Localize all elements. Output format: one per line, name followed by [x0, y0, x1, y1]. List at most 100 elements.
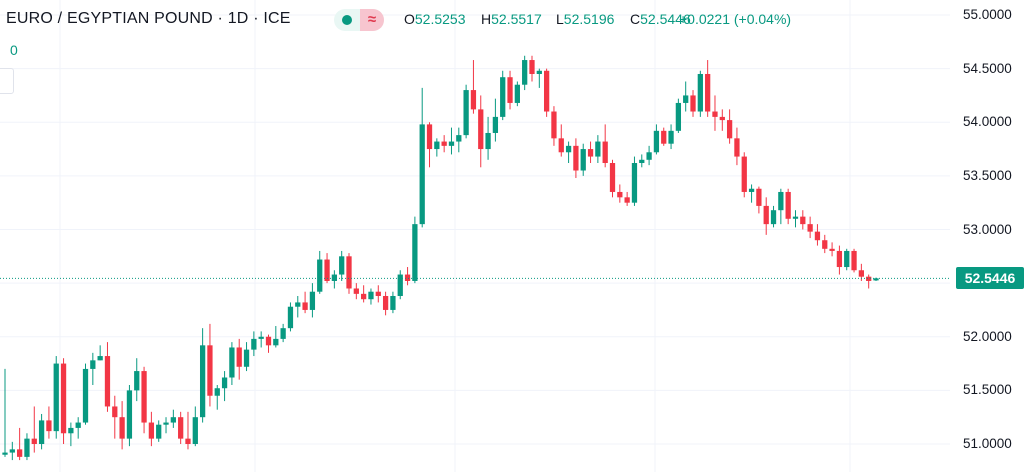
candle-body	[580, 149, 586, 171]
candle-body	[75, 422, 81, 428]
candle-body	[221, 377, 228, 389]
candle	[353, 283, 359, 300]
volume-value: 0	[10, 42, 18, 58]
candle-body	[441, 141, 447, 146]
candle	[646, 145, 652, 166]
candle-body	[463, 90, 469, 136]
candle-body	[705, 73, 711, 112]
candle-body	[119, 417, 125, 439]
candle	[690, 90, 696, 117]
candle-body	[214, 388, 220, 396]
candle	[770, 205, 777, 228]
candle-body	[770, 210, 777, 225]
candle	[331, 270, 338, 289]
candle-body	[134, 371, 140, 391]
candle-body	[536, 70, 542, 74]
price-tick-label: 52.0000	[963, 328, 1012, 344]
candle	[602, 124, 608, 168]
price-tick-label: 51.0000	[963, 436, 1012, 451]
candle	[807, 216, 813, 239]
candle-body	[661, 130, 667, 144]
candle-body	[302, 302, 308, 310]
candle-body	[97, 356, 103, 361]
candle-body	[280, 328, 286, 339]
candle	[346, 253, 352, 294]
candle	[697, 70, 703, 117]
candle-body	[353, 288, 359, 294]
candle	[156, 420, 162, 442]
candle	[53, 356, 59, 439]
candle-body	[514, 84, 520, 103]
legend-header: EURO / EGYPTIAN POUND · 1D · ICE ≈ O52.5…	[0, 0, 950, 40]
candle	[419, 87, 425, 228]
candle-body	[844, 250, 850, 268]
candle	[163, 417, 169, 434]
candle	[375, 285, 381, 303]
candle	[68, 422, 74, 447]
candle	[251, 331, 257, 357]
candle-body	[156, 424, 162, 439]
candle-body	[170, 417, 176, 423]
ohlc-high: H52.5517	[481, 11, 542, 27]
ohlc-close: C52.5446	[630, 11, 691, 27]
candle-body	[792, 216, 799, 219]
candle	[675, 98, 682, 133]
candle	[609, 159, 616, 198]
candle-body	[500, 77, 506, 117]
candle	[287, 302, 294, 332]
candle	[529, 55, 535, 82]
candle	[229, 342, 235, 386]
candle-body	[719, 116, 725, 121]
candle	[426, 122, 433, 168]
candle	[273, 326, 279, 348]
candle-body	[653, 130, 660, 153]
candle-body	[646, 152, 652, 160]
candle-body	[199, 345, 206, 418]
candles	[2, 55, 879, 461]
ohlc-low: L52.5196	[556, 11, 615, 27]
candle	[470, 60, 477, 114]
candle-body	[419, 124, 425, 225]
candle-body	[229, 347, 235, 378]
candle	[199, 328, 206, 423]
candle-body	[324, 259, 330, 281]
candle-body	[68, 427, 74, 434]
candle-body	[390, 295, 396, 310]
candle	[265, 334, 272, 353]
candle-body	[236, 347, 242, 367]
symbol-title[interactable]: EURO / EGYPTIAN POUND · 1D · ICE	[6, 10, 291, 27]
candle-body	[712, 111, 718, 117]
price-tick-label: 54.5000	[963, 60, 1012, 76]
candle-body	[470, 90, 477, 110]
candle-body	[346, 256, 352, 289]
candle	[97, 345, 103, 361]
candle-body	[573, 145, 579, 171]
candle	[785, 188, 791, 225]
candle-body	[507, 77, 513, 103]
candle-body	[595, 141, 601, 157]
price-tick-label: 53.0000	[963, 221, 1012, 237]
candle	[492, 98, 499, 142]
candle	[112, 395, 118, 439]
candle-body	[866, 276, 872, 281]
status-pill[interactable]: ≈	[334, 9, 384, 31]
collapse-tab[interactable]	[0, 68, 14, 94]
candle-body	[361, 293, 367, 300]
candle-body	[690, 95, 696, 112]
candle	[778, 188, 784, 225]
candle-body	[485, 132, 491, 150]
candle	[565, 141, 572, 164]
candle-body	[551, 111, 557, 139]
candle	[24, 433, 30, 461]
candle	[192, 406, 198, 447]
candle	[543, 68, 550, 117]
candle-body	[258, 336, 264, 339]
candle	[258, 331, 264, 348]
candle-body	[331, 274, 338, 281]
candle	[478, 95, 484, 168]
candle-body	[148, 422, 155, 439]
price-tick-label: 55.0000	[963, 7, 1012, 22]
candle-body	[602, 141, 608, 164]
candle-body	[90, 360, 96, 369]
